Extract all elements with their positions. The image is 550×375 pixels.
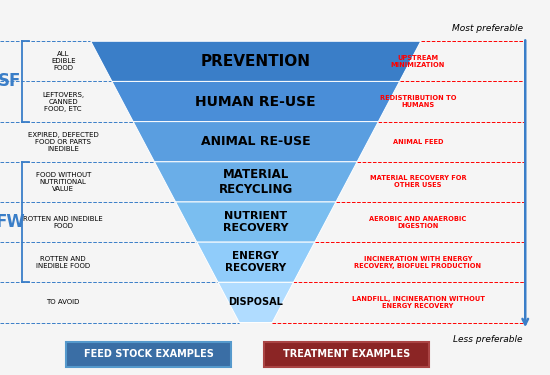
Text: UPSTREAM
MINIMIZATION: UPSTREAM MINIMIZATION <box>391 55 445 68</box>
Text: ANIMAL RE-USE: ANIMAL RE-USE <box>201 135 311 148</box>
Text: LEFTOVERS,
CANNED
FOOD, ETC: LEFTOVERS, CANNED FOOD, ETC <box>42 92 84 111</box>
Polygon shape <box>91 41 421 81</box>
Text: FW: FW <box>0 213 25 231</box>
Text: EXPIRED, DEFECTED
FOOD OR PARTS
INEDIBLE: EXPIRED, DEFECTED FOOD OR PARTS INEDIBLE <box>28 132 98 152</box>
FancyBboxPatch shape <box>66 342 231 367</box>
Text: Most preferable: Most preferable <box>452 24 522 33</box>
Polygon shape <box>197 242 315 282</box>
Text: REDISTRIBUTION TO
HUMANS: REDISTRIBUTION TO HUMANS <box>379 95 456 108</box>
Text: FEED STOCK EXAMPLES: FEED STOCK EXAMPLES <box>84 350 213 359</box>
Text: TREATMENT EXAMPLES: TREATMENT EXAMPLES <box>283 350 410 359</box>
Text: ANIMAL FEED: ANIMAL FEED <box>393 139 443 145</box>
Text: LANDFILL, INCINERATION WITHOUT
ENERGY RECOVERY: LANDFILL, INCINERATION WITHOUT ENERGY RE… <box>351 296 485 309</box>
Text: HUMAN RE-USE: HUMAN RE-USE <box>195 94 316 108</box>
Text: INCINERATION WITH ENERGY
RECOVERY, BIOFUEL PRODUCTION: INCINERATION WITH ENERGY RECOVERY, BIOFU… <box>354 256 482 269</box>
Polygon shape <box>175 202 336 242</box>
Text: MATERIAL RECOVERY FOR
OTHER USES: MATERIAL RECOVERY FOR OTHER USES <box>370 176 466 188</box>
Polygon shape <box>133 122 378 162</box>
Text: AEROBIC AND ANAEROBIC
DIGESTION: AEROBIC AND ANAEROBIC DIGESTION <box>370 216 466 228</box>
Text: TO AVOID: TO AVOID <box>47 299 80 305</box>
Text: DISPOSAL: DISPOSAL <box>228 297 283 307</box>
Text: ENERGY
RECOVERY: ENERGY RECOVERY <box>225 251 287 273</box>
Text: NUTRIENT
RECOVERY: NUTRIENT RECOVERY <box>223 211 289 233</box>
Polygon shape <box>218 282 294 322</box>
Text: ROTTEN AND INEDIBLE
FOOD: ROTTEN AND INEDIBLE FOOD <box>23 216 103 228</box>
Text: MATERIAL
RECYCLING: MATERIAL RECYCLING <box>219 168 293 196</box>
Text: ALL
EDIBLE
FOOD: ALL EDIBLE FOOD <box>51 51 75 71</box>
Polygon shape <box>112 81 399 122</box>
Text: SF: SF <box>0 72 21 90</box>
Polygon shape <box>155 162 357 202</box>
FancyBboxPatch shape <box>264 342 429 367</box>
Text: PREVENTION: PREVENTION <box>201 54 311 69</box>
Text: ROTTEN AND
INEDIBLE FOOD: ROTTEN AND INEDIBLE FOOD <box>36 256 90 269</box>
Text: Less preferable: Less preferable <box>453 335 522 344</box>
Text: FOOD WITHOUT
NUTRITIONAL
VALUE: FOOD WITHOUT NUTRITIONAL VALUE <box>36 172 91 192</box>
